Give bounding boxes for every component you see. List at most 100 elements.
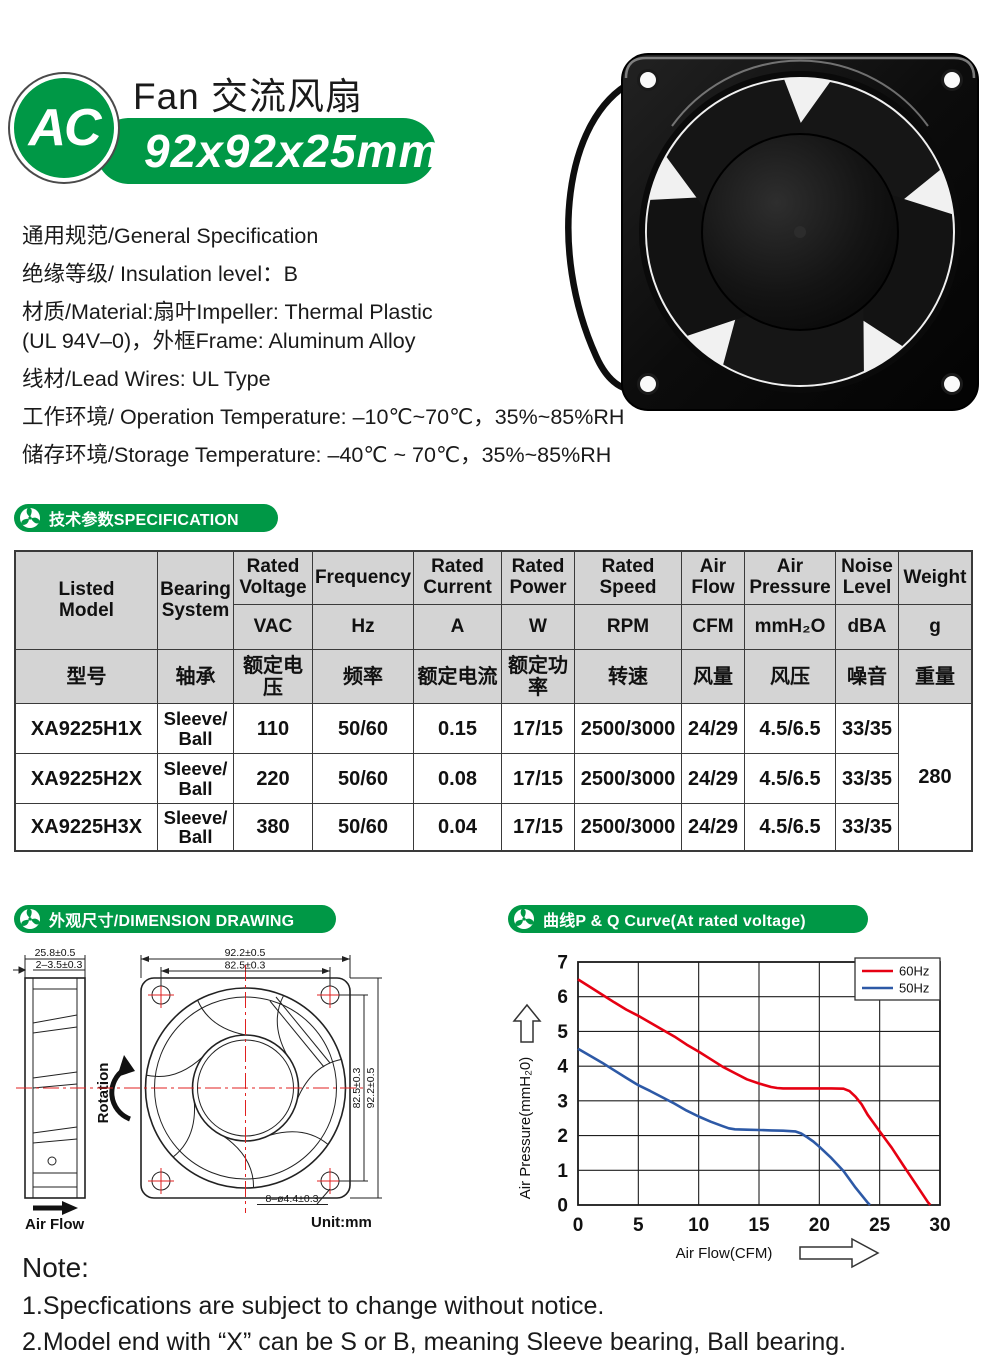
fan-icon [20, 507, 40, 528]
col-header: Rated Speed [575, 552, 682, 605]
table-cell: 33/35 [836, 804, 899, 850]
table-cell: 50/60 [313, 804, 414, 850]
svg-text:10: 10 [688, 1215, 709, 1236]
table-cell-model: XA9225H1X [16, 704, 158, 754]
table-cell: 17/15 [502, 704, 575, 754]
svg-text:7: 7 [557, 953, 568, 974]
svg-text:0: 0 [573, 1215, 584, 1236]
ac-logo-label: AC [28, 99, 101, 157]
cn-header: 额定电压 [234, 650, 313, 704]
unit-cell: W [502, 605, 575, 650]
dim-front-width-outer: 92.2±0.5 [225, 947, 266, 959]
y-axis-label: Air Pressure(mmH₂0) [517, 1057, 534, 1200]
size-banner: 92x92x25mm [96, 118, 439, 184]
svg-text:1: 1 [557, 1161, 568, 1182]
cn-header: 噪音 [836, 650, 899, 704]
cn-header: 频率 [313, 650, 414, 704]
col-header: Rated Power [502, 552, 575, 605]
table-cell: 4.5/6.5 [745, 804, 836, 850]
right-arrow-icon [799, 1237, 880, 1269]
table-cell: 24/29 [682, 704, 745, 754]
general-spec-line: (UL 94V–0)，外框Frame: Aluminum Alloy [22, 329, 416, 353]
pq-chart-svg: 0 5 10 15 20 25 30 0 1 2 3 4 5 6 7 60Hz 50Hz Air Press… [512, 953, 951, 1269]
svg-text:5: 5 [557, 1022, 568, 1043]
fan-icon [20, 908, 40, 929]
unit-cell: A [414, 605, 502, 650]
cn-header: 风压 [745, 650, 836, 704]
spec-section-banner: 技术参数SPECIFICATION [14, 504, 278, 532]
table-cell-bearing: Sleeve/ Ball [158, 804, 234, 850]
unit-cell: mmH₂O [745, 605, 836, 650]
svg-text:2: 2 [557, 1126, 568, 1147]
table-cell: 0.15 [414, 704, 502, 754]
front-view [16, 965, 363, 1213]
col-header: Noise Level [836, 552, 899, 605]
airflow-arrow [33, 1201, 78, 1215]
table-cell-bearing: Sleeve/ Ball [158, 754, 234, 804]
col-header: Air Pressure [745, 552, 836, 605]
table-cell: 33/35 [836, 704, 899, 754]
table-cell-model: XA9225H3X [16, 804, 158, 850]
table-cell: 0.08 [414, 754, 502, 804]
unit-cell: RPM [575, 605, 682, 650]
dim-side-width: 25.8±0.5 [35, 947, 76, 959]
general-spec-line: 材质/Material:扇叶Impeller: Thermal Plastic [22, 300, 433, 324]
table-cell: 4.5/6.5 [745, 704, 836, 754]
cn-header: 轴承 [158, 650, 234, 704]
unit-cell: g [899, 605, 971, 650]
page-title: Fan 交流风扇 [133, 76, 364, 117]
col-header: Rated Voltage [234, 552, 313, 605]
unit-cell: Hz [313, 605, 414, 650]
table-cell: 2500/3000 [575, 704, 682, 754]
unit-cell: dBA [836, 605, 899, 650]
pq-section-title: 曲线P & Q Curve(At rated voltage) [543, 913, 806, 930]
power-cord [565, 78, 636, 392]
svg-text:25: 25 [869, 1215, 891, 1236]
table-cell: 24/29 [682, 804, 745, 850]
cn-header: 额定电流 [414, 650, 502, 704]
table-cell-weight: 280 [918, 766, 952, 788]
up-arrow-icon [512, 1003, 542, 1043]
table-cell-bearing: Sleeve/ Ball [158, 704, 234, 754]
fan-blades [646, 79, 953, 386]
spec-table: Listed Model Bearing System Rated Voltag… [14, 550, 973, 852]
cn-header: 额定功率 [502, 650, 575, 704]
note-line: 1.Specfications are subject to change wi… [22, 1292, 605, 1320]
ac-logo: AC [10, 74, 118, 182]
chart-legend: 60Hz 50Hz [854, 957, 941, 1001]
col-header: Rated Current [414, 552, 502, 605]
unit-label: Unit:mm [311, 1214, 372, 1231]
cn-header: 转速 [575, 650, 682, 704]
table-cell: 0.04 [414, 804, 502, 850]
plot-area: 0 5 10 15 20 25 30 0 1 2 3 4 5 6 7 [557, 953, 950, 1237]
svg-text:3: 3 [557, 1091, 568, 1112]
cn-header: 风量 [682, 650, 745, 704]
general-spec-line: 储存环境/Storage Temperature: –40℃ ~ 70℃，35%… [22, 443, 612, 467]
general-spec-line: 绝缘等级/ Insulation level：B [22, 262, 299, 286]
dimension-section-banner: 外观尺寸/DIMENSION DRAWING [14, 905, 336, 933]
general-spec-line: 通用规范/General Specification [22, 224, 319, 248]
general-spec-line: 工作环境/ Operation Temperature: –10℃~70℃，35… [22, 405, 625, 429]
general-spec-line: 线材/Lead Wires: UL Type [22, 367, 271, 391]
table-cell: 17/15 [502, 804, 575, 850]
table-cell: 33/35 [836, 754, 899, 804]
spec-section-title: 技术参数SPECIFICATION [49, 512, 239, 529]
svg-text:20: 20 [809, 1215, 830, 1236]
cn-header: 型号 [16, 650, 158, 704]
dim-side-flange: 2–3.5±0.3 [36, 959, 83, 971]
table-cell: 110 [234, 704, 313, 754]
dim-front-height-outer: 92.2±0.5 [365, 1067, 377, 1108]
general-specification: 通用规范/General Specification 绝缘等级/ Insulat… [22, 224, 625, 481]
table-cell: 24/29 [682, 754, 745, 804]
col-header: Weight [899, 552, 971, 605]
table-cell: 4.5/6.5 [745, 754, 836, 804]
col-header: Air Flow [682, 552, 745, 605]
col-header: Frequency [313, 552, 414, 605]
pq-section-banner: 曲线P & Q Curve(At rated voltage) [508, 905, 868, 933]
svg-text:4: 4 [557, 1057, 568, 1078]
rotation-label: Rotation [95, 1063, 112, 1124]
airflow-label: Air Flow [25, 1216, 84, 1233]
table-cell: 2500/3000 [575, 804, 682, 850]
table-cell: 220 [234, 754, 313, 804]
